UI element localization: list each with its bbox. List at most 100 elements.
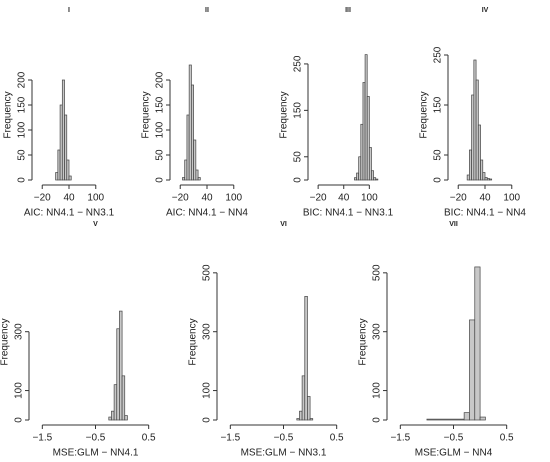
x-tick-label: 40 (338, 193, 350, 204)
x-tick-label: −20 (34, 193, 51, 204)
x-axis-label: MSE:GLM − NN3.1 (241, 448, 327, 459)
y-axis-label: Frequency (141, 91, 152, 138)
y-tick-label: 50 (17, 149, 28, 161)
y-tick-label: 0 (14, 417, 25, 423)
x-tick-label: −1.5 (390, 433, 410, 444)
x-tick-label: 0.5 (142, 433, 156, 444)
bar (463, 412, 470, 421)
bar (368, 147, 372, 181)
x-tick-label: −20 (310, 193, 327, 204)
y-tick-label: 100 (202, 382, 213, 399)
y-tick-label: 0 (155, 177, 166, 183)
panel-title: VI (280, 221, 287, 228)
x-axis-label: BIC: NN4.1 − NN3.1 (303, 208, 394, 219)
bar (482, 172, 486, 181)
y-tick-label: 250 (293, 55, 304, 72)
bar (307, 396, 311, 421)
y-tick-label: 100 (155, 121, 166, 138)
x-tick-label: 40 (201, 193, 213, 204)
x-tick-label: 40 (63, 193, 75, 204)
bar (479, 416, 486, 421)
y-tick-label: 0 (372, 417, 383, 423)
y-tick-label: 150 (17, 96, 28, 113)
x-axis-label: AIC: NN4.1 − NN4 (166, 208, 248, 219)
y-tick-label: 500 (202, 264, 213, 281)
y-tick-label: 300 (14, 323, 25, 340)
bar (68, 175, 72, 181)
y-tick-label: 250 (433, 46, 444, 63)
x-tick-label: 100 (503, 193, 520, 204)
x-tick-label: −1.5 (32, 433, 52, 444)
y-tick-label: 100 (14, 382, 25, 399)
bar (119, 310, 123, 421)
bar (309, 418, 314, 421)
y-tick-label: 200 (17, 71, 28, 88)
x-tick-label: −20 (172, 193, 189, 204)
bar (296, 418, 300, 421)
panel-title: I (68, 7, 70, 14)
panel-title: V (93, 221, 98, 228)
x-tick-label: −0.5 (444, 433, 464, 444)
bar (193, 139, 197, 181)
bar (197, 177, 201, 181)
bar (116, 328, 120, 421)
x-tick-label: −20 (450, 193, 467, 204)
bar (480, 159, 484, 181)
x-axis-label: MSE:GLM − NN4 (415, 448, 493, 459)
y-tick-label: 300 (372, 323, 383, 340)
y-axis-label: Frequency (3, 91, 14, 138)
bar (124, 415, 128, 421)
x-tick-label: 100 (225, 193, 242, 204)
y-tick-label: 100 (372, 382, 383, 399)
bar (366, 96, 370, 181)
y-tick-label: 300 (202, 323, 213, 340)
x-axis-label: AIC: NN4.1 − NN3.1 (24, 208, 115, 219)
y-tick-label: 50 (293, 151, 304, 163)
bar (121, 375, 126, 421)
bar (195, 169, 199, 181)
y-tick-label: 150 (293, 102, 304, 119)
y-axis-label: Frequency (0, 318, 11, 365)
x-tick-label: 40 (479, 193, 491, 204)
y-tick-label: 0 (202, 417, 213, 423)
y-axis-label: Frequency (188, 318, 199, 365)
bar (375, 178, 379, 181)
y-tick-label: 100 (17, 121, 28, 138)
x-tick-label: 100 (87, 193, 104, 204)
panel-title: II (205, 7, 209, 14)
x-axis-label: BIC: NN4.1 − NN4 (444, 208, 526, 219)
y-tick-label: 50 (433, 149, 444, 161)
x-tick-label: 0.5 (330, 433, 344, 444)
bar (477, 124, 481, 181)
panel-title: III (345, 7, 351, 14)
x-tick-label: 0.5 (500, 433, 514, 444)
y-tick-label: 200 (155, 71, 166, 88)
bar (469, 319, 476, 421)
x-tick-label: −0.5 (274, 433, 294, 444)
x-tick-label: −0.5 (86, 433, 106, 444)
bar (111, 410, 115, 421)
bar (113, 384, 118, 421)
y-tick-label: 150 (155, 96, 166, 113)
bar (64, 114, 68, 181)
bar (301, 375, 306, 421)
bar (108, 416, 112, 421)
y-axis-label: Frequency (279, 91, 290, 138)
y-axis-label: Frequency (358, 318, 369, 365)
y-axis-label: Frequency (419, 91, 430, 138)
y-tick-label: 500 (372, 264, 383, 281)
y-tick-label: 0 (17, 177, 28, 183)
bar (299, 410, 303, 421)
x-axis-label: MSE:GLM − NN4.1 (53, 448, 139, 459)
y-tick-label: 0 (433, 177, 444, 183)
bar (66, 159, 70, 181)
bar (191, 84, 194, 181)
y-tick-label: 0 (293, 177, 304, 183)
panel-title: IV (482, 7, 489, 14)
x-tick-label: 100 (361, 193, 378, 204)
bar (489, 178, 493, 181)
bar (426, 418, 465, 421)
x-tick-label: −1.5 (220, 433, 240, 444)
bar (474, 266, 481, 421)
